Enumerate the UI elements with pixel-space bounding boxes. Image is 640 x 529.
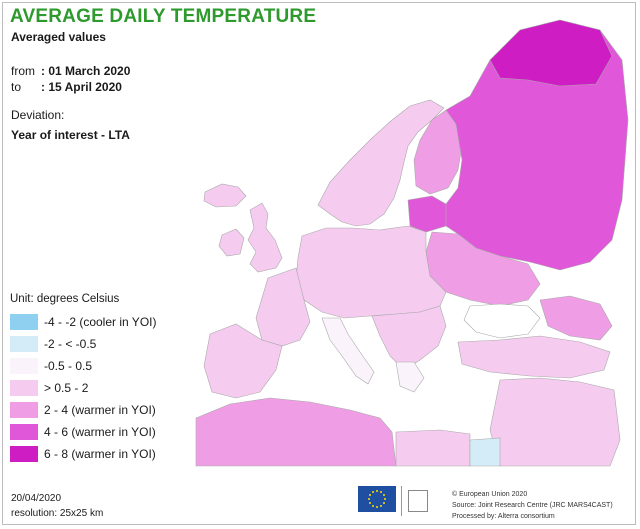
legend-item: 2 - 4 (warmer in YOI) — [10, 399, 195, 421]
eu-flag-icon — [358, 486, 396, 512]
legend-label: -2 - < -0.5 — [44, 337, 97, 351]
region-france — [255, 267, 311, 347]
period-from-label: from — [11, 64, 35, 78]
jrc-logo-icon — [408, 490, 428, 512]
deviation-value: Year of interest - LTA — [11, 128, 130, 142]
legend-label: -0.5 - 0.5 — [44, 359, 93, 373]
region-greece — [395, 361, 425, 393]
period-to-value: : 15 April 2020 — [41, 80, 122, 94]
region-russia-north — [489, 19, 613, 87]
region-iceland — [203, 183, 247, 208]
legend-item: -2 - < -0.5 — [10, 333, 195, 355]
region-north-africa — [195, 397, 397, 467]
region-caucasus — [539, 295, 613, 341]
legend-swatch — [10, 424, 38, 440]
legend-item: -0.5 - 0.5 — [10, 355, 195, 377]
region-middle-east-cool — [469, 437, 501, 467]
legend: Unit: degrees Celsius -4 - -2 (cooler in… — [10, 293, 195, 465]
map-subtitle: Averaged values — [11, 30, 106, 44]
period-to: to : 15 April 2020 — [11, 80, 122, 94]
credit-copyright: © European Union 2020 — [452, 491, 528, 498]
region-balkans — [371, 305, 447, 371]
footer-resolution: resolution: 25x25 km — [11, 508, 104, 519]
region-ireland — [218, 228, 245, 257]
region-turkey — [457, 335, 611, 379]
region-iberia — [203, 323, 283, 399]
legend-label: > 0.5 - 2 — [44, 381, 89, 395]
region-central-europe — [295, 225, 447, 319]
credit-source: Source: Joint Research Centre (JRC MARS4… — [452, 502, 613, 509]
legend-item: 6 - 8 (warmer in YOI) — [10, 443, 195, 465]
legend-swatch — [10, 446, 38, 462]
region-italy — [321, 317, 375, 385]
region-middle-east — [489, 377, 621, 467]
credit-processed: Processed by: Alterra consortium — [452, 513, 555, 520]
period-from: from : 01 March 2020 — [11, 64, 130, 78]
logo-separator — [401, 486, 402, 516]
period-to-label: to — [11, 80, 22, 94]
legend-item: > 0.5 - 2 — [10, 377, 195, 399]
deviation-label: Deviation: — [11, 108, 65, 122]
legend-swatch — [10, 358, 38, 374]
region-north-africa-east — [395, 429, 471, 467]
region-baltics — [407, 195, 447, 233]
legend-label: -4 - -2 (cooler in YOI) — [44, 315, 157, 329]
legend-label: 6 - 8 (warmer in YOI) — [44, 447, 156, 461]
legend-swatch — [10, 314, 38, 330]
region-great-britain — [247, 202, 283, 273]
legend-swatch — [10, 402, 38, 418]
period-from-value: : 01 March 2020 — [41, 64, 131, 78]
map-title: AVERAGE DAILY TEMPERATURE — [10, 6, 317, 27]
region-black-sea — [463, 303, 541, 339]
footer-date: 20/04/2020 — [11, 493, 62, 504]
region-scandinavia — [317, 99, 445, 227]
map-frame — [2, 2, 636, 525]
legend-item: 4 - 6 (warmer in YOI) — [10, 421, 195, 443]
legend-unit: Unit: degrees Celsius — [10, 293, 120, 305]
credits: © European Union 2020 Source: Joint Rese… — [452, 489, 613, 522]
legend-swatch — [10, 380, 38, 396]
legend-label: 2 - 4 (warmer in YOI) — [44, 403, 156, 417]
legend-label: 4 - 6 (warmer in YOI) — [44, 425, 156, 439]
legend-item: -4 - -2 (cooler in YOI) — [10, 311, 195, 333]
europe-temperature-map — [195, 19, 629, 467]
legend-swatch — [10, 336, 38, 352]
